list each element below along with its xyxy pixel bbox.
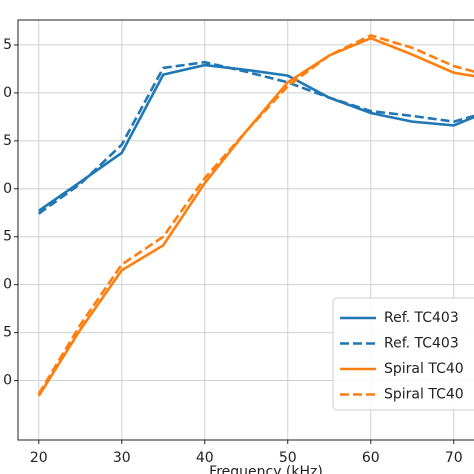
x-axis-label: Frequency (kHz) — [209, 464, 323, 474]
legend-label: Ref. TC403 — [384, 310, 459, 326]
y-tick-label: 5 — [3, 325, 12, 341]
y-tick-label: 5 — [3, 229, 12, 245]
x-tick-label: 50 — [279, 450, 297, 466]
x-tick-label: 30 — [113, 450, 131, 466]
line-series — [37, 33, 474, 395]
legend: Ref. TC403 Ref. TC403 Spiral TC40 Spiral TC… — [332, 297, 474, 411]
line-series — [38, 63, 474, 212]
legend-label: Spiral TC40 — [384, 387, 464, 403]
y-tick-label: 0 — [3, 181, 12, 197]
legend-label: Spiral TC40 — [384, 361, 464, 377]
legend-box — [332, 297, 474, 411]
x-tick-label: 70 — [445, 450, 463, 466]
y-tick-label: 5 — [3, 37, 12, 53]
plot-frame — [17, 19, 474, 441]
x-tick-label: 40 — [196, 450, 214, 466]
line-series — [37, 60, 474, 215]
x-tick-label: 60 — [362, 450, 380, 466]
y-tick-label: 0 — [3, 373, 12, 389]
y-tick-label: 0 — [3, 85, 12, 101]
y-tick-label: 0 — [3, 277, 12, 293]
legend-label: Ref. TC403 — [384, 336, 459, 352]
y-tick-label: 5 — [3, 133, 12, 149]
x-tick-label: 20 — [30, 450, 48, 466]
